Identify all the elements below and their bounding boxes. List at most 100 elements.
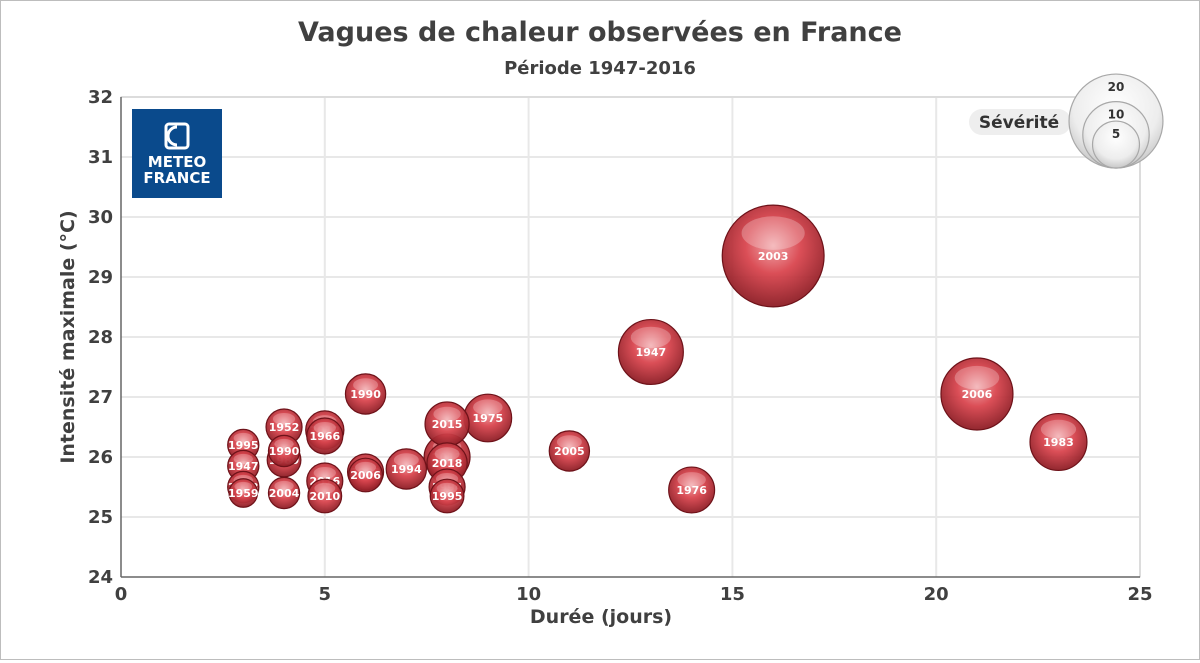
bubble-highlight — [234, 481, 253, 492]
bubble-point[interactable]: 1947 — [617, 318, 684, 386]
x-tick-label: 20 — [924, 584, 949, 605]
y-tick-label: 24 — [88, 567, 113, 588]
bubble-highlight — [741, 216, 805, 250]
bubble-highlight — [272, 412, 296, 425]
legend-bubble-label: 10 — [1108, 108, 1125, 122]
bubble-label: 1994 — [391, 463, 422, 476]
bubble-mark — [228, 478, 259, 508]
bubble-point[interactable]: 2010 — [307, 478, 343, 514]
bubble-mark — [429, 478, 465, 514]
bubble-label: 2003 — [758, 250, 789, 263]
bubble-mark — [267, 476, 301, 510]
bubble-point[interactable]: 2015 — [424, 401, 470, 447]
bubble-point[interactable]: 2005 — [548, 430, 591, 472]
bubble-label: 1947 — [636, 346, 667, 359]
bubble-point[interactable]: 1966 — [306, 417, 344, 455]
bubble-highlight — [313, 466, 336, 479]
bubble-label: 1959 — [228, 487, 259, 500]
bubble-label: 2006 — [350, 469, 381, 482]
bubble-label: 1995 — [228, 439, 259, 452]
bubble-label: 1947 — [228, 460, 259, 473]
bubble-label: 1975 — [473, 412, 504, 425]
legend-bubble-label: 20 — [1108, 80, 1125, 94]
bubble-highlight — [434, 447, 460, 461]
bubble-point[interactable]: 1990 — [267, 434, 301, 468]
bubble-mark — [267, 434, 301, 468]
axes: 0 5 10 15 20 25 24 25 26 27 28 29 30 31 32 — [88, 87, 1153, 605]
bubble-point[interactable]: 1995 — [429, 478, 465, 514]
bubble-label: 2018 — [432, 457, 463, 470]
x-tick-label: 25 — [1127, 584, 1152, 605]
legend-bubble-mark — [1091, 120, 1141, 169]
bubble-mark — [548, 430, 591, 472]
bubble-highlight — [556, 435, 582, 449]
bubble-point[interactable]: 1990 — [344, 373, 387, 415]
x-tick-label: 0 — [115, 584, 128, 605]
bubble-label: 2004 — [269, 487, 300, 500]
bubble-highlight — [1040, 419, 1077, 439]
bubble-label: 2006 — [962, 388, 993, 401]
y-tick-label: 25 — [88, 507, 113, 528]
y-tick-label: 31 — [88, 147, 113, 168]
y-tick-label: 26 — [88, 447, 113, 468]
bubble-label: 1976 — [676, 484, 707, 497]
y-tick-label: 30 — [88, 207, 113, 228]
bubble-mark — [307, 478, 343, 514]
bubble-label: 1995 — [432, 490, 463, 503]
bubble-highlight — [393, 453, 419, 467]
logo-line1: METEO — [148, 153, 206, 171]
logo-line2: FRANCE — [143, 169, 210, 187]
bubble-highlight — [433, 406, 461, 422]
bubble-point[interactable]: 2004 — [267, 476, 301, 510]
y-tick-label: 27 — [88, 387, 113, 408]
bubble-label: 1966 — [309, 430, 340, 443]
bubble-label: 2005 — [554, 445, 585, 458]
bubble-mark — [668, 466, 716, 514]
x-tick-label: 15 — [720, 584, 745, 605]
bubble-highlight — [314, 482, 336, 494]
bubble-mark — [348, 457, 383, 493]
meteo-france-logo: METEO FRANCE — [132, 109, 222, 198]
x-tick-label: 10 — [516, 584, 541, 605]
bubble-highlight — [473, 399, 503, 416]
bubble-point[interactable]: 1983 — [1029, 412, 1088, 472]
bubble-point[interactable]: 1994 — [385, 448, 428, 490]
bubble-label: 2010 — [309, 490, 340, 503]
bubble-highlight — [274, 480, 294, 492]
bubble-point[interactable]: 2006 — [348, 457, 383, 493]
legend-bubble: 5 — [1091, 120, 1141, 169]
bubble-mark — [385, 448, 428, 490]
y-tick-label: 29 — [88, 267, 113, 288]
bubble-mark — [306, 417, 344, 455]
bubble-point[interactable]: 1975 — [463, 393, 513, 443]
bubble-series: 2003200619471983197520131976201519901994… — [227, 204, 1088, 514]
bubble-point[interactable]: 1959 — [228, 478, 259, 508]
bubble-point[interactable]: 1952 — [265, 408, 303, 446]
chart-title: Vagues de chaleur observées en France — [298, 17, 902, 48]
bubble-highlight — [630, 326, 671, 349]
y-tick-label: 32 — [88, 87, 113, 108]
bubble-highlight — [274, 438, 294, 450]
bubble-label: 1990 — [350, 388, 381, 401]
bubble-point[interactable]: 2003 — [721, 204, 825, 308]
bubble-highlight — [954, 365, 1000, 390]
bubble-highlight — [677, 472, 706, 488]
bubble-mark — [617, 318, 684, 386]
bubble-mark — [721, 204, 825, 308]
bubble-label: 1990 — [269, 445, 300, 458]
bubble-highlight — [353, 378, 379, 392]
legend-title-box — [969, 109, 1071, 135]
bubble-mark — [344, 373, 387, 415]
severity-legend: Sévérité 20 10 5 — [969, 73, 1164, 169]
bubble-point[interactable]: 1976 — [668, 466, 716, 514]
bubble-point[interactable]: 2006 — [940, 357, 1014, 431]
chart-subtitle: Période 1947-2016 — [504, 58, 696, 79]
x-axis-label: Durée (jours) — [530, 606, 672, 628]
bubble-mark — [1029, 412, 1088, 472]
y-tick-label: 28 — [88, 327, 113, 348]
legend-bubble-label: 5 — [1112, 127, 1120, 141]
bubble-highlight — [233, 432, 253, 444]
bubble-mark — [940, 357, 1014, 431]
